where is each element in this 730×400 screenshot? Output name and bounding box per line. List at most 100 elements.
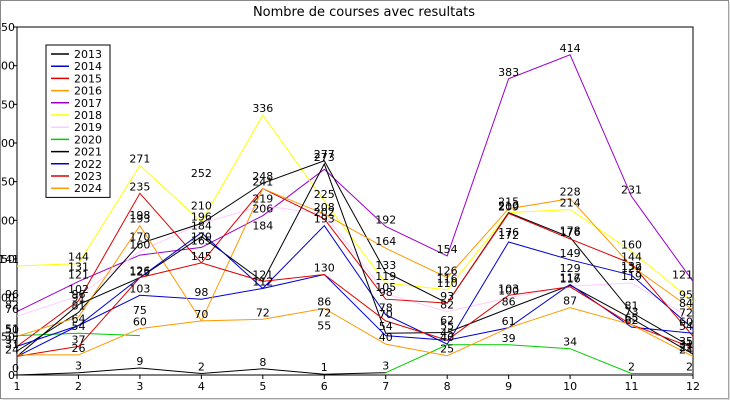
legend-entry: 2022 <box>74 158 102 171</box>
data-label: 9 <box>136 355 143 368</box>
series-line-2023 <box>16 187 694 347</box>
data-label: 160 <box>129 238 150 251</box>
data-label: 172 <box>498 229 519 242</box>
series-line-extra-2 <box>16 262 694 357</box>
data-label: 62 <box>625 314 639 327</box>
x-tick-label: 5 <box>259 380 266 393</box>
data-label: 8 <box>259 356 266 369</box>
data-label: 75 <box>133 304 147 317</box>
data-label: 55 <box>317 319 331 332</box>
x-tick-label: 7 <box>382 380 389 393</box>
series-line-2020 <box>16 332 693 374</box>
series-line-2019 <box>16 205 694 320</box>
x-tick-label: 10 <box>563 380 577 393</box>
data-label: 414 <box>560 42 581 55</box>
data-label: 61 <box>502 315 516 328</box>
data-label: 130 <box>314 261 335 274</box>
legend-entry: 2024 <box>74 182 102 195</box>
legend-entry: 2014 <box>74 60 102 73</box>
data-label: 121 <box>672 268 693 281</box>
x-tick-label: 8 <box>444 380 451 393</box>
data-label: 145 <box>191 250 212 263</box>
data-label: 24 <box>679 343 693 356</box>
series-lines <box>16 54 694 376</box>
plot-area: 0501001502002503003504004501234567891011… <box>0 21 700 393</box>
data-label: 84 <box>679 297 693 310</box>
series-line-2024 <box>16 187 694 337</box>
data-label: 271 <box>129 152 150 165</box>
data-label: 119 <box>621 270 642 283</box>
legend-entry: 2017 <box>74 97 102 110</box>
data-label: 383 <box>498 66 519 79</box>
data-label: 40 <box>379 331 393 344</box>
y-tick-label: 450 <box>0 21 15 34</box>
data-label: 34 <box>563 336 577 349</box>
data-label: 336 <box>252 102 273 115</box>
data-label: 37 <box>71 333 85 346</box>
data-label: 209 <box>498 200 519 213</box>
data-label: 119 <box>375 270 396 283</box>
data-label: 141 <box>0 253 19 266</box>
data-label: 235 <box>129 180 150 193</box>
data-label: 176 <box>498 226 519 239</box>
data-label: 126 <box>129 265 150 278</box>
data-label: 3 <box>75 360 82 373</box>
data-label: 100 <box>498 285 519 298</box>
data-label: 196 <box>191 210 212 223</box>
series-line-extra-1 <box>16 232 694 347</box>
data-label: 102 <box>68 283 89 296</box>
x-tick-label: 2 <box>75 380 82 393</box>
data-label: 170 <box>191 231 212 244</box>
data-label: 62 <box>440 314 454 327</box>
y-tick-label: 250 <box>0 176 15 189</box>
data-label: 0 <box>12 362 19 375</box>
data-label: 149 <box>560 247 581 260</box>
data-label: 110 <box>437 277 458 290</box>
data-label: 73 <box>625 306 639 319</box>
data-label: 215 <box>498 196 519 209</box>
data-label: 91 <box>71 292 85 305</box>
legend-entry: 2013 <box>74 48 102 61</box>
data-label: 133 <box>375 259 396 272</box>
data-label: 129 <box>560 262 581 275</box>
data-label: 40 <box>440 331 454 344</box>
data-label: 206 <box>252 203 273 216</box>
legend-entry: 2016 <box>74 85 102 98</box>
data-label: 72 <box>679 306 693 319</box>
x-tick-label: 6 <box>321 380 328 393</box>
data-label: 81 <box>71 299 85 312</box>
data-label: 70 <box>379 308 393 321</box>
y-tick-label: 200 <box>0 214 15 227</box>
data-label: 193 <box>314 213 335 226</box>
data-label: 225 <box>314 188 335 201</box>
data-label: 228 <box>560 186 581 199</box>
data-label: 103 <box>498 282 519 295</box>
data-label: 87 <box>563 295 577 308</box>
data-label: 144 <box>68 251 89 264</box>
data-label: 154 <box>437 243 458 256</box>
plot-frame <box>16 26 694 376</box>
y-tick-label: 350 <box>0 98 15 111</box>
y-tick-label: 150 <box>0 253 15 266</box>
data-label: 248 <box>252 170 273 183</box>
data-label: 198 <box>129 209 150 222</box>
x-tick-label: 1 <box>14 380 21 393</box>
data-label: 86 <box>502 295 516 308</box>
series-line-2022 <box>16 224 694 357</box>
data-label: 93 <box>440 290 454 303</box>
x-tick-label: 9 <box>505 380 512 393</box>
data-label: 2 <box>628 360 635 373</box>
chart-title: Nombre de courses avec resultats <box>253 5 475 20</box>
data-label: 112 <box>252 275 273 288</box>
y-tick-label: 100 <box>0 292 15 305</box>
data-label: 3 <box>382 360 389 373</box>
series-line-extra-0 <box>16 162 694 357</box>
data-label: 192 <box>375 214 396 227</box>
data-label: 82 <box>5 299 19 312</box>
data-label: 132 <box>621 260 642 273</box>
legend-entry: 2023 <box>74 170 102 183</box>
data-label: 55 <box>440 319 454 332</box>
data-label: 31 <box>5 338 19 351</box>
